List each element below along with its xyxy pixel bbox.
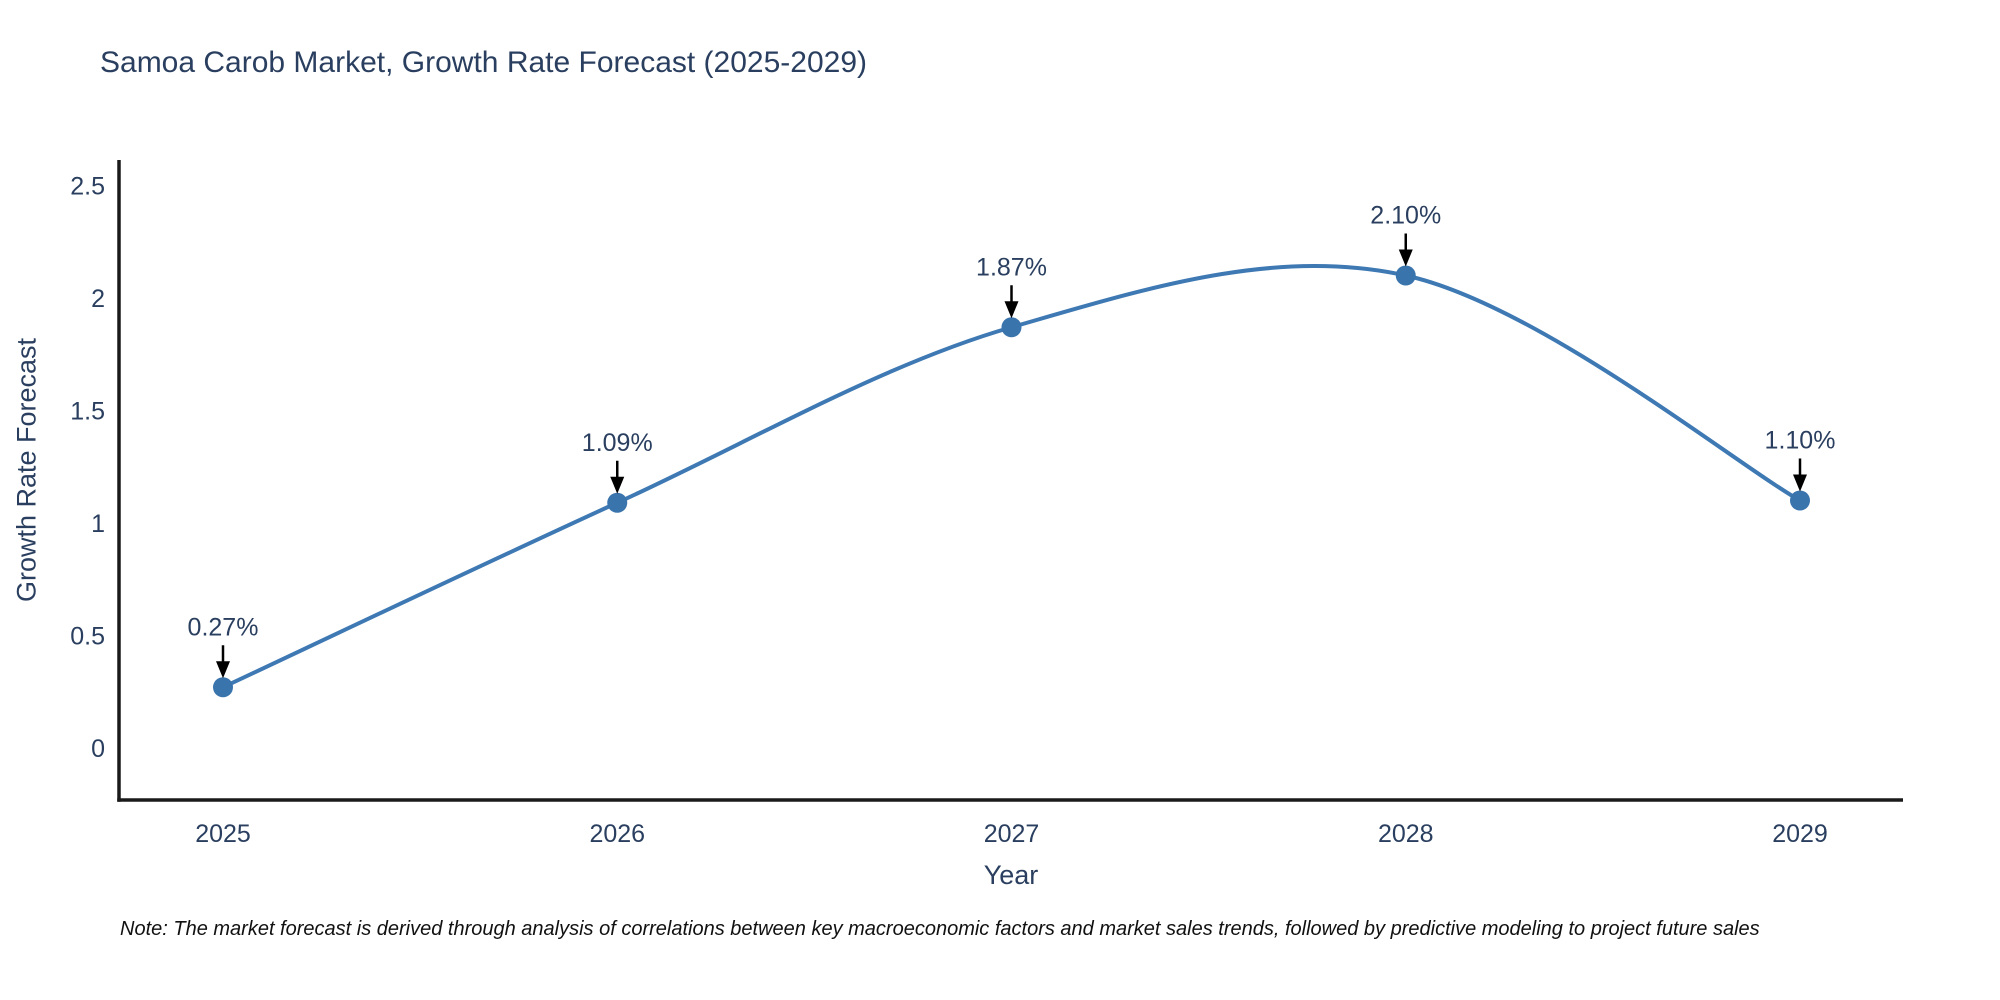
annotation-arrowhead bbox=[610, 476, 625, 494]
footnote: Note: The market forecast is derived thr… bbox=[120, 918, 1760, 940]
x-axis-title: Year bbox=[983, 860, 1039, 890]
y-tick-label: 0 bbox=[91, 735, 105, 763]
x-tick-label: 2027 bbox=[984, 820, 1040, 848]
y-tick-label: 2 bbox=[91, 285, 105, 313]
annotation-arrowhead bbox=[1398, 249, 1413, 267]
data-point-marker bbox=[1001, 317, 1022, 338]
x-tick-label: 2026 bbox=[589, 820, 645, 848]
chart-title: Samoa Carob Market, Growth Rate Forecast… bbox=[100, 46, 868, 79]
y-tick-label: 1.5 bbox=[70, 398, 105, 426]
point-value-label: 1.87% bbox=[976, 253, 1047, 281]
data-point-marker bbox=[1395, 265, 1416, 286]
annotation-arrowhead bbox=[1793, 474, 1807, 492]
x-tick-label: 2029 bbox=[1772, 820, 1828, 848]
y-tick-label: 0.5 bbox=[70, 623, 105, 651]
y-axis-title: Growth Rate Forecast bbox=[11, 337, 42, 603]
point-value-label: 2.10% bbox=[1370, 202, 1441, 230]
data-point-marker bbox=[1790, 490, 1810, 511]
point-value-label: 0.27% bbox=[188, 613, 259, 641]
data-point-marker bbox=[213, 677, 233, 698]
y-tick-label: 2.5 bbox=[70, 173, 105, 201]
point-value-label: 1.10% bbox=[1765, 427, 1836, 455]
annotation-arrowhead bbox=[1004, 301, 1019, 319]
x-tick-label: 2025 bbox=[195, 820, 251, 848]
data-point-marker bbox=[607, 492, 628, 513]
point-value-label: 1.09% bbox=[582, 429, 653, 457]
y-tick-label: 1 bbox=[91, 510, 105, 538]
annotation-arrowhead bbox=[216, 661, 230, 679]
x-tick-label: 2028 bbox=[1378, 820, 1434, 848]
